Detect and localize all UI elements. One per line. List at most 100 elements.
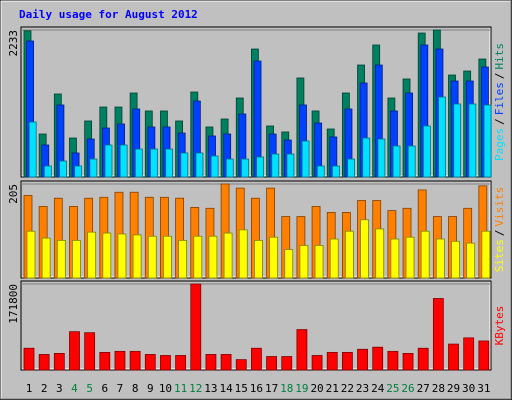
legend-entry: Sites <box>493 239 506 272</box>
x-tick-label: 22 <box>341 382 354 395</box>
x-tick-label: 14 <box>219 382 233 395</box>
bar <box>180 152 189 178</box>
x-tick-label: 15 <box>235 382 248 395</box>
bar <box>175 355 187 371</box>
x-tick-label: 16 <box>250 382 263 395</box>
x-tick-label: 11 <box>174 382 187 395</box>
x-tick-label: 10 <box>159 382 172 395</box>
bar <box>341 351 353 371</box>
x-tick-label: 28 <box>432 382 445 395</box>
bar <box>390 238 400 279</box>
bar <box>360 219 369 279</box>
x-tick-label: 7 <box>117 382 124 395</box>
y-tick-label: 2233 <box>7 30 20 57</box>
bar <box>89 158 98 178</box>
bar <box>208 235 218 279</box>
bar <box>235 359 247 371</box>
bar <box>220 354 232 371</box>
bar <box>481 230 491 279</box>
x-tick-label: 25 <box>386 382 399 395</box>
x-tick-label: 8 <box>132 382 139 395</box>
bar <box>357 348 368 371</box>
x-tick-label: 30 <box>462 382 475 395</box>
legend: Pages / Files / Hits <box>493 43 506 161</box>
x-tick-label: 9 <box>147 382 154 395</box>
bar <box>195 152 204 178</box>
bar <box>438 96 446 178</box>
bar <box>205 354 217 371</box>
x-tick-label: 18 <box>280 382 293 395</box>
legend: KBytes <box>493 306 506 346</box>
bar <box>56 239 66 279</box>
x-tick-label: 20 <box>310 382 323 395</box>
legend-entry: Pages <box>493 128 506 161</box>
x-tick-label: 24 <box>371 382 385 395</box>
bar <box>119 144 128 178</box>
bar <box>41 237 51 279</box>
legend-entry: Hits <box>493 43 506 70</box>
bar <box>377 138 386 178</box>
legend-entry: KBytes <box>493 306 506 346</box>
bar <box>254 239 263 279</box>
bar <box>132 234 142 279</box>
bar <box>271 153 280 178</box>
bar <box>314 245 324 279</box>
legend-entry: Visits <box>493 187 506 227</box>
bar <box>223 232 233 279</box>
bar <box>347 158 355 178</box>
bar <box>286 153 295 178</box>
x-tick-label: 27 <box>417 382 430 395</box>
bar <box>332 165 340 178</box>
bar <box>266 356 277 371</box>
bar <box>407 145 416 178</box>
bar <box>225 158 234 178</box>
bar <box>405 236 415 279</box>
x-tick-label: 23 <box>356 382 369 395</box>
bar <box>478 340 490 371</box>
bar <box>463 337 475 371</box>
x-tick-label: 4 <box>71 382 78 395</box>
bar <box>362 137 371 178</box>
bar <box>150 148 158 178</box>
x-tick-label: 29 <box>447 382 460 395</box>
bar <box>448 343 459 371</box>
bar <box>74 165 83 178</box>
bar <box>28 121 37 178</box>
bar <box>190 283 202 371</box>
bar <box>435 238 445 279</box>
bar <box>160 355 171 371</box>
x-tick-label: 13 <box>204 382 217 395</box>
x-tick-label: 12 <box>189 382 202 395</box>
y-tick-label: 205 <box>7 184 20 204</box>
bar <box>104 144 113 178</box>
bar <box>417 347 429 371</box>
bar <box>53 353 65 371</box>
bar <box>451 240 460 279</box>
bar <box>26 230 36 279</box>
legend-separator: / <box>493 118 506 125</box>
bar <box>23 347 35 371</box>
bar <box>117 233 127 279</box>
bar <box>311 355 323 371</box>
x-tick-label: 2 <box>41 382 48 395</box>
legend-separator: / <box>493 230 506 237</box>
bar <box>483 104 492 178</box>
bar <box>84 332 96 371</box>
bar <box>102 232 112 279</box>
bar <box>281 356 293 371</box>
bar <box>316 165 325 178</box>
bar <box>422 125 431 178</box>
bar <box>387 350 399 371</box>
bar <box>402 353 414 371</box>
chart-title: Daily usage for August 2012 <box>19 8 198 21</box>
x-tick-label: 26 <box>401 382 414 395</box>
bar <box>432 298 444 371</box>
bar <box>375 228 385 279</box>
bar <box>241 158 249 178</box>
bar <box>299 245 309 279</box>
bar <box>59 160 67 178</box>
bar <box>129 350 141 371</box>
bar <box>193 235 203 279</box>
